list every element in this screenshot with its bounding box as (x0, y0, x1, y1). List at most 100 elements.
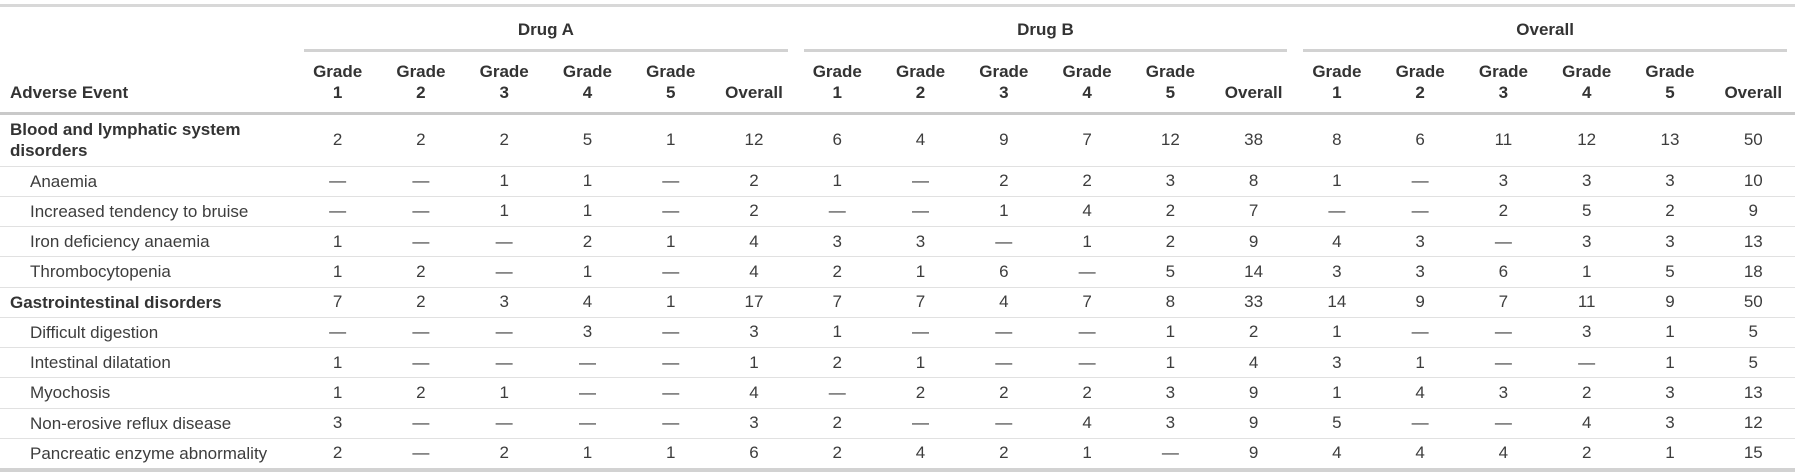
column-header-line: 5 (1165, 82, 1176, 102)
table-cell: 4 (1211, 346, 1296, 378)
table-cell: 1 (1128, 316, 1212, 348)
table-cell: 1 (629, 437, 713, 470)
table-cell: 5 (1128, 256, 1212, 287)
table-cell: 1 (795, 165, 879, 197)
table-cell: 1 (545, 256, 630, 287)
table-cell: 4 (1378, 437, 1462, 470)
column-header: Grade 5 (629, 51, 713, 115)
table-cell: — (629, 195, 713, 227)
table-cell: — (462, 407, 546, 439)
table-header: Drug A Drug B Overall Adverse Event Grad… (0, 6, 1795, 115)
table-cell: 1 (1628, 346, 1712, 378)
table-cell: 6 (962, 256, 1046, 287)
table-cell: 1 (545, 437, 630, 470)
column-group-overall-label: Overall (1303, 20, 1787, 52)
column-header-line: 4 (582, 82, 593, 102)
table-cell: 4 (1461, 437, 1546, 470)
row-label: Difficult digestion (0, 316, 297, 348)
table-cell: 1 (1378, 346, 1462, 378)
column-header-line: Grade (812, 61, 862, 81)
table-cell: — (878, 316, 963, 348)
table-cell: — (1295, 195, 1379, 227)
table-row: Non-erosive reflux disease 3— — — —3 2— —4 3 9 5… (0, 407, 1795, 439)
table-cell: 1 (878, 346, 963, 378)
column-header: Grade 5 (1628, 51, 1712, 115)
column-header-line: 1 (832, 82, 842, 102)
table-cell: — (1378, 165, 1462, 197)
table-cell: 15 (1711, 437, 1795, 470)
table-cell: — (379, 195, 463, 227)
table-cell: 7 (296, 286, 380, 318)
row-label: Intestinal dilatation (0, 346, 297, 378)
row-label: Increased tendency to bruise (0, 195, 297, 227)
table-row: Gastrointestinal disorders 7 2 3 4 1 17 7 7 4 7 8 3… (0, 286, 1795, 318)
table-cell: — (379, 225, 463, 257)
table-cell: 4 (915, 130, 926, 150)
column-header: Grade 2 (379, 51, 463, 115)
table-cell: 4 (1378, 377, 1462, 408)
table-cell: 4 (1545, 407, 1629, 439)
column-header-line: 1 (332, 82, 343, 102)
table-cell: — (629, 165, 713, 197)
table-cell: 2 (1461, 195, 1546, 227)
column-header-line: 3 (999, 82, 1009, 102)
table-cell: 6 (712, 437, 796, 470)
row-label: Iron deficiency anaemia (0, 225, 297, 257)
table-cell: 4 (712, 225, 796, 257)
column-header-line: 3 (1498, 82, 1509, 102)
column-header: Grade 3 (1461, 51, 1546, 115)
table-cell: 3 (712, 316, 796, 348)
row-label: Blood and lymphatic system disorders (10, 120, 241, 161)
table-cell: 1 (1628, 316, 1712, 348)
table-cell: 1 (1045, 225, 1129, 257)
table-cell: 2 (499, 130, 509, 150)
table-cell: 2 (545, 225, 630, 257)
table-row: Iron deficiency anaemia 1— —2 1 4 3 3—1 2 9 4 3—3… (0, 225, 1795, 257)
table-cell: 4 (1045, 407, 1129, 439)
column-header: Grade 1 (795, 51, 879, 115)
row-label: Thrombocytopenia (0, 256, 297, 287)
table-cell: 12 (1160, 130, 1180, 150)
table-cell: 3 (1128, 407, 1212, 439)
table-cell: 1 (296, 225, 380, 257)
table-cell: — (629, 256, 713, 287)
table-cell: — (1378, 195, 1462, 227)
column-header-line: Grade (646, 61, 696, 81)
column-header-row: Adverse Event Grade 1 Grade 2 Grade 3 Grade 4 Gr… (0, 51, 1795, 115)
table-row: Pancreatic enzyme abnormality 2—2 1 1 6 2 4 2 1… (0, 437, 1795, 470)
table-cell: — (379, 437, 463, 470)
row-label: Non-erosive reflux disease (0, 407, 297, 439)
table-row: Blood and lymphatic system disorders 2 2 2… (0, 114, 1795, 167)
table-cell: — (379, 346, 463, 378)
table-cell: 9 (1211, 225, 1296, 257)
table-cell: — (962, 316, 1046, 348)
table-cell: — (296, 195, 380, 227)
table-cell: 7 (1082, 130, 1092, 150)
table-cell: — (629, 316, 713, 348)
column-header-line: Grade (1645, 61, 1695, 81)
table-cell: 9 (1711, 195, 1795, 227)
column-header: Overall (1211, 51, 1296, 115)
table-cell: 1 (1045, 437, 1129, 470)
table-cell: 2 (1045, 165, 1129, 197)
table-cell: 2 (795, 256, 879, 287)
table-cell: 3 (296, 407, 380, 439)
column-header: Overall (1711, 51, 1795, 115)
column-header-line: Overall (1724, 82, 1783, 102)
table-cell: 13 (1711, 377, 1795, 408)
table-cell: 9 (999, 130, 1009, 150)
table-cell: 2 (795, 437, 879, 470)
column-header-line: Grade (979, 61, 1029, 81)
table-cell: 1 (545, 165, 630, 197)
table-cell: 6 (1415, 130, 1425, 150)
table-row: Thrombocytopenia 1 2—1—4 2 1 6—5 14 3 3 6 1 5 18 (0, 256, 1795, 287)
table-cell: 2 (1045, 377, 1129, 408)
table-body: Blood and lymphatic system disorders 2 2 2… (0, 114, 1795, 470)
table-cell: 1 (1628, 437, 1712, 470)
table-cell: — (795, 195, 879, 227)
table-cell: 7 (1045, 286, 1129, 318)
table-cell: 5 (1295, 407, 1379, 439)
table-cell: — (629, 377, 713, 408)
table-cell: 14 (1295, 286, 1379, 318)
